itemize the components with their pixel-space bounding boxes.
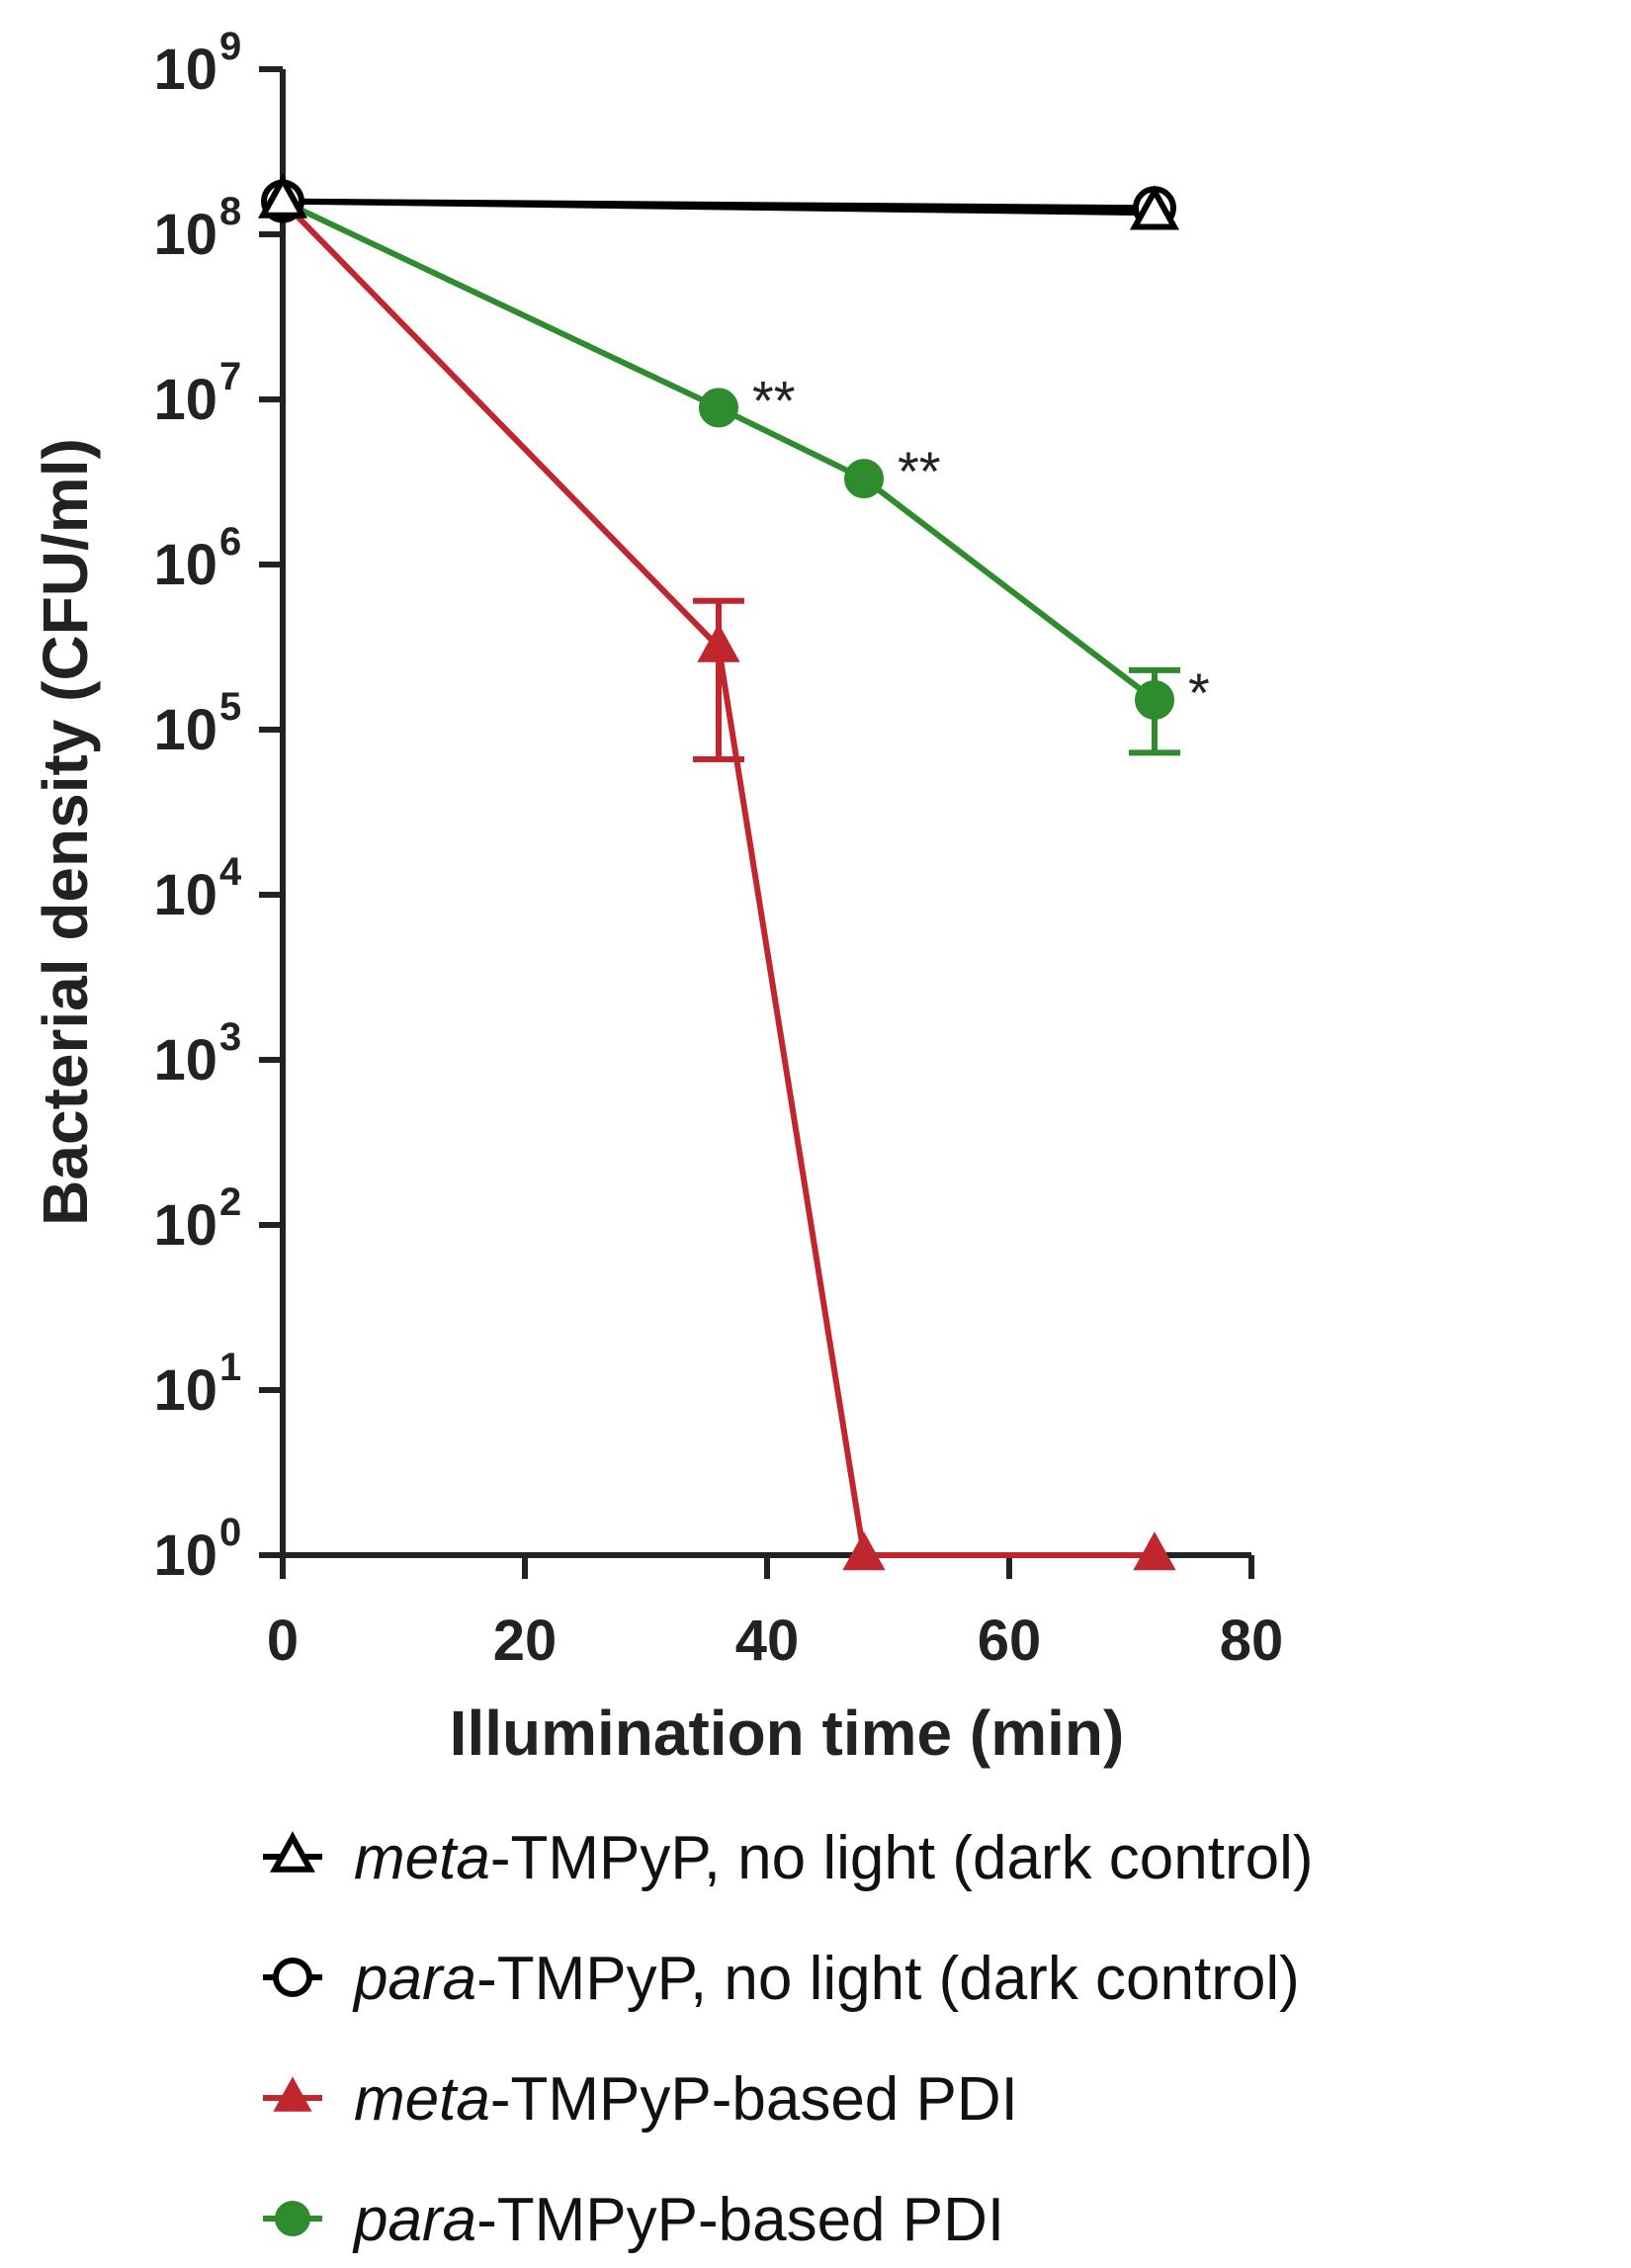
- data-point: [842, 1531, 886, 1571]
- x-axis-title: Illumination time (min): [450, 1698, 1125, 1769]
- legend-label: para-TMPyP, no light (dark control): [352, 1945, 1300, 2013]
- series-points-open-triangle: [257, 173, 1180, 230]
- legend-entry: para-TMPyP-based PDI: [263, 2186, 1004, 2254]
- series-filled-triangle: [280, 199, 1155, 1558]
- data-point: [1133, 1531, 1176, 1571]
- series-line: [282, 198, 1156, 217]
- significance-label: *: [1188, 661, 1210, 724]
- y-tick-exponent: 0: [219, 1511, 241, 1554]
- y-tick-label: 10: [153, 203, 217, 267]
- data-point: [697, 623, 740, 662]
- y-axis-title: Bacterial density (CFU/ml): [30, 438, 101, 1226]
- y-tick-exponent: 4: [219, 850, 242, 894]
- legend-label: meta-TMPyP-based PDI: [354, 2065, 1018, 2134]
- y-tick-exponent: 2: [219, 1180, 241, 1224]
- x-tick-label: 20: [493, 1609, 558, 1673]
- legend-entry: meta-TMPyP, no light (dark control): [263, 1824, 1314, 1892]
- series-line: [280, 199, 1155, 1558]
- data-point: [1129, 185, 1180, 230]
- y-tick-exponent: 7: [219, 355, 241, 398]
- legend-entry: meta-TMPyP-based PDI: [263, 2065, 1018, 2134]
- y-tick-exponent: 6: [219, 520, 241, 564]
- legend-marker: [273, 2076, 312, 2112]
- y-tick-label: 10: [153, 698, 217, 762]
- y-tick-exponent: 8: [219, 190, 241, 233]
- y-tick-label: 10: [153, 1524, 217, 1588]
- legend-label: para-TMPyP-based PDI: [352, 2186, 1004, 2254]
- x-tick-label: 80: [1220, 1609, 1284, 1673]
- legend-entry: para-TMPyP, no light (dark control): [263, 1945, 1300, 2013]
- series-open-triangle: [282, 198, 1156, 217]
- x-tick-label: 60: [978, 1609, 1042, 1673]
- y-tick-label: 10: [153, 1193, 217, 1258]
- data-point: [1135, 679, 1174, 720]
- y-tick-label: 10: [153, 38, 217, 102]
- x-tick-label: 0: [267, 1609, 299, 1673]
- series-line: [281, 198, 1157, 703]
- data-point: [257, 173, 308, 218]
- significance-label: **: [752, 369, 796, 431]
- y-tick-label: 10: [153, 1358, 217, 1423]
- legend-label: meta-TMPyP, no light (dark control): [354, 1824, 1314, 1892]
- legend-marker: [270, 1831, 315, 1873]
- y-tick-exponent: 3: [219, 1015, 241, 1059]
- y-tick-exponent: 9: [219, 25, 241, 68]
- legend: meta-TMPyP, no light (dark control) para-…: [263, 1824, 1314, 2254]
- y-tick-exponent: 5: [219, 685, 241, 729]
- significance-label: **: [898, 440, 941, 502]
- series-points-filled-circle: *****: [263, 181, 1210, 756]
- data-point: [699, 388, 738, 428]
- data-point: [844, 459, 884, 499]
- legend-marker: [275, 2201, 310, 2236]
- x-tick-label: 40: [735, 1609, 800, 1673]
- series-layer: *****: [257, 173, 1210, 1571]
- y-tick-label: 10: [153, 863, 217, 927]
- y-tick-label: 10: [153, 1028, 217, 1092]
- legend-marker: [273, 1958, 312, 1997]
- y-tick-label: 10: [153, 368, 217, 432]
- y-tick-exponent: 1: [219, 1346, 241, 1389]
- series-filled-circle: [281, 198, 1157, 703]
- y-tick-label: 10: [153, 533, 217, 597]
